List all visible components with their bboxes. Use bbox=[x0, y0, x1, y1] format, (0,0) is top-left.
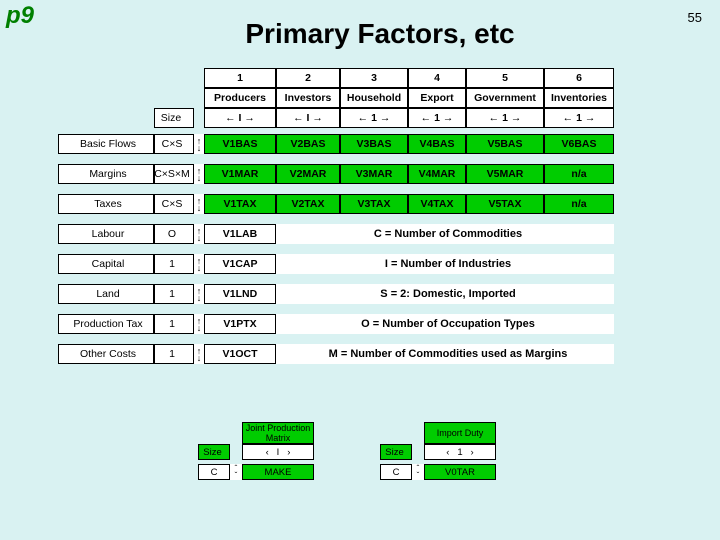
col-num-5: 6 bbox=[544, 68, 614, 88]
bottom-table-1: Import Duty Size ‹ 1 › CˆˇV0TAR bbox=[380, 422, 496, 480]
brow-size-1: 1 bbox=[154, 254, 194, 274]
brow-label-3: Production Tax bbox=[58, 314, 154, 334]
bt-arrow-1: ˆˇ bbox=[412, 464, 424, 480]
size-arrow: ↑↓ bbox=[194, 314, 204, 334]
brow-size-4: 1 bbox=[154, 344, 194, 364]
cell-2-1: V2TAX bbox=[276, 194, 340, 214]
main-matrix: 123456ProducersInvestorsHouseholdExportG… bbox=[58, 68, 614, 374]
bcell-4: V1OCT bbox=[204, 344, 276, 364]
brow-size-0: O bbox=[154, 224, 194, 244]
col-num-0: 1 bbox=[204, 68, 276, 88]
col-name-2: Household bbox=[340, 88, 408, 108]
row-size-0: C×S bbox=[154, 134, 194, 154]
col-arrow-0: ← I → bbox=[204, 108, 276, 128]
cell-1-5: n/a bbox=[544, 164, 614, 184]
cell-0-2: V3BAS bbox=[340, 134, 408, 154]
bt-title-1: Import Duty bbox=[424, 422, 496, 444]
bcell-0: V1LAB bbox=[204, 224, 276, 244]
brow-size-2: 1 bbox=[154, 284, 194, 304]
col-arrow-4: ← 1 → bbox=[466, 108, 544, 128]
page-number: 55 bbox=[688, 10, 702, 25]
col-num-4: 5 bbox=[466, 68, 544, 88]
bt-size-0: Size bbox=[198, 444, 230, 460]
size-arrow: ↑↓ bbox=[194, 344, 204, 364]
size-arrow: ↑↓ bbox=[194, 224, 204, 244]
size-header: Size bbox=[154, 108, 194, 128]
bottom-tables: Joint Production MatrixSize‹ I ›CˆˇMAKEI… bbox=[198, 422, 496, 480]
row-size-1: C×S×M bbox=[154, 164, 194, 184]
bt-body-0: MAKE bbox=[242, 464, 314, 480]
legend-4: M = Number of Commodities used as Margin… bbox=[276, 344, 614, 364]
bt-title-0: Joint Production Matrix bbox=[242, 422, 314, 444]
page-title: Primary Factors, etc bbox=[40, 0, 720, 50]
row-label-0: Basic Flows bbox=[58, 134, 154, 154]
cell-2-0: V1TAX bbox=[204, 194, 276, 214]
bt-colhdr-0: ‹ I › bbox=[242, 444, 314, 460]
page-corner: p9 bbox=[6, 2, 34, 30]
col-num-1: 2 bbox=[276, 68, 340, 88]
brow-label-0: Labour bbox=[58, 224, 154, 244]
cell-0-1: V2BAS bbox=[276, 134, 340, 154]
brow-size-3: 1 bbox=[154, 314, 194, 334]
col-arrow-1: ← I → bbox=[276, 108, 340, 128]
row-size-2: C×S bbox=[154, 194, 194, 214]
bottom-table-0: Joint Production Matrix Size ‹ I › CˆˇMAKE bbox=[198, 422, 314, 480]
size-arrow: ↑↓ bbox=[194, 254, 204, 274]
legend-1: I = Number of Industries bbox=[276, 254, 614, 274]
size-arrow: ↑↓ bbox=[194, 194, 204, 214]
cell-1-4: V5MAR bbox=[466, 164, 544, 184]
size-arrow: ↑↓ bbox=[194, 284, 204, 304]
cell-2-2: V3TAX bbox=[340, 194, 408, 214]
legend-2: S = 2: Domestic, Imported bbox=[276, 284, 614, 304]
col-arrow-5: ← 1 → bbox=[544, 108, 614, 128]
legend-3: O = Number of Occupation Types bbox=[276, 314, 614, 334]
brow-label-4: Other Costs bbox=[58, 344, 154, 364]
bt-rowhdr-0: C bbox=[198, 464, 230, 480]
cell-0-3: V4BAS bbox=[408, 134, 466, 154]
cell-0-0: V1BAS bbox=[204, 134, 276, 154]
col-name-5: Inventories bbox=[544, 88, 614, 108]
col-name-1: Investors bbox=[276, 88, 340, 108]
col-num-2: 3 bbox=[340, 68, 408, 88]
col-name-3: Export bbox=[408, 88, 466, 108]
bt-colhdr-1: ‹ 1 › bbox=[424, 444, 496, 460]
bcell-1: V1CAP bbox=[204, 254, 276, 274]
bt-arrow-0: ˆˇ bbox=[230, 464, 242, 480]
bt-body-1: V0TAR bbox=[424, 464, 496, 480]
col-num-3: 4 bbox=[408, 68, 466, 88]
col-arrow-3: ← 1 → bbox=[408, 108, 466, 128]
size-arrow: ↑↓ bbox=[194, 134, 204, 154]
brow-label-2: Land bbox=[58, 284, 154, 304]
bt-rowhdr-1: C bbox=[380, 464, 412, 480]
cell-1-3: V4MAR bbox=[408, 164, 466, 184]
cell-2-5: n/a bbox=[544, 194, 614, 214]
legend-0: C = Number of Commodities bbox=[276, 224, 614, 244]
cell-2-4: V5TAX bbox=[466, 194, 544, 214]
cell-0-5: V6BAS bbox=[544, 134, 614, 154]
cell-1-0: V1MAR bbox=[204, 164, 276, 184]
row-label-1: Margins bbox=[58, 164, 154, 184]
col-name-4: Government bbox=[466, 88, 544, 108]
bcell-2: V1LND bbox=[204, 284, 276, 304]
brow-label-1: Capital bbox=[58, 254, 154, 274]
bcell-3: V1PTX bbox=[204, 314, 276, 334]
size-arrow: ↑↓ bbox=[194, 164, 204, 184]
cell-1-1: V2MAR bbox=[276, 164, 340, 184]
row-label-2: Taxes bbox=[58, 194, 154, 214]
cell-1-2: V3MAR bbox=[340, 164, 408, 184]
cell-0-4: V5BAS bbox=[466, 134, 544, 154]
col-name-0: Producers bbox=[204, 88, 276, 108]
bt-size-1: Size bbox=[380, 444, 412, 460]
col-arrow-2: ← 1 → bbox=[340, 108, 408, 128]
cell-2-3: V4TAX bbox=[408, 194, 466, 214]
